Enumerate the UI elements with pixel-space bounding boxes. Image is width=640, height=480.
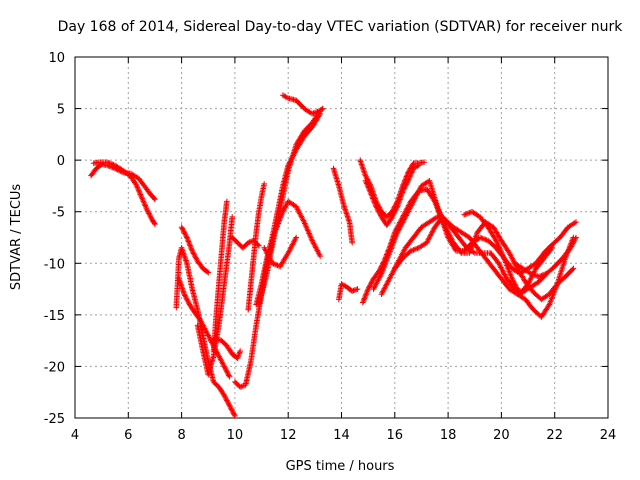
x-tick-label: 8 bbox=[177, 428, 185, 443]
x-tick-label: 24 bbox=[600, 428, 617, 443]
data-markers bbox=[88, 92, 579, 419]
y-tick-label: -15 bbox=[44, 309, 65, 324]
series-track-9 bbox=[229, 234, 262, 251]
x-tick-label: 16 bbox=[387, 428, 404, 443]
series-track-14 bbox=[261, 234, 299, 270]
series-track-19 bbox=[362, 162, 422, 228]
series-track-25 bbox=[511, 234, 579, 280]
marker-track bbox=[261, 234, 299, 270]
marker-track bbox=[90, 159, 158, 227]
y-tick-label: 0 bbox=[57, 154, 65, 169]
marker-track bbox=[362, 162, 422, 228]
y-tick-label: -20 bbox=[44, 360, 65, 375]
marker-track bbox=[392, 214, 550, 295]
y-tick-label: 5 bbox=[57, 103, 65, 118]
series-track-17 bbox=[336, 281, 361, 303]
marker-track bbox=[256, 198, 323, 308]
series-track-23 bbox=[392, 214, 550, 295]
series-track-4 bbox=[176, 276, 233, 380]
series-track-2 bbox=[90, 159, 158, 227]
axis-ticks: 4 6 8 10 12 14 16 18 20 22 24 10 5 0 -5 -10 -15 -20 -25 bbox=[44, 51, 617, 443]
y-tick-label: 10 bbox=[48, 51, 65, 66]
series-track-26 bbox=[541, 219, 579, 256]
x-tick-label: 14 bbox=[333, 428, 350, 443]
x-tick-label: 20 bbox=[493, 428, 510, 443]
marker-track bbox=[511, 234, 579, 280]
y-tick-label: -5 bbox=[52, 206, 65, 221]
series-track-13 bbox=[256, 198, 323, 308]
marker-track bbox=[336, 281, 361, 303]
marker-track bbox=[245, 181, 267, 313]
x-tick-label: 18 bbox=[440, 428, 457, 443]
marker-track bbox=[194, 214, 235, 378]
series-track-6 bbox=[194, 214, 235, 378]
series-track-10 bbox=[245, 181, 267, 313]
marker-track bbox=[229, 234, 262, 251]
series-track-21 bbox=[370, 178, 577, 303]
marker-track bbox=[210, 198, 230, 354]
x-tick-label: 12 bbox=[280, 428, 297, 443]
series-track-8 bbox=[210, 198, 230, 354]
series-track-15 bbox=[280, 92, 326, 117]
marker-track bbox=[280, 92, 326, 117]
series-track-5 bbox=[178, 224, 211, 276]
chart-title: Day 168 of 2014, Sidereal Day-to-day VTE… bbox=[58, 19, 624, 35]
y-tick-label: -10 bbox=[44, 257, 65, 272]
marker-track bbox=[178, 224, 211, 276]
series-track-16 bbox=[330, 165, 355, 246]
marker-track bbox=[330, 165, 355, 246]
marker-track bbox=[370, 178, 577, 303]
x-tick-label: 4 bbox=[71, 428, 79, 443]
marker-track bbox=[176, 276, 233, 380]
x-tick-label: 22 bbox=[546, 428, 563, 443]
x-tick-label: 10 bbox=[227, 428, 244, 443]
y-tick-label: -25 bbox=[44, 412, 65, 427]
marker-track bbox=[541, 219, 579, 256]
y-axis-label: SDTVAR / TECUs bbox=[9, 184, 24, 291]
x-axis-label: GPS time / hours bbox=[286, 459, 395, 474]
x-tick-label: 6 bbox=[124, 428, 132, 443]
